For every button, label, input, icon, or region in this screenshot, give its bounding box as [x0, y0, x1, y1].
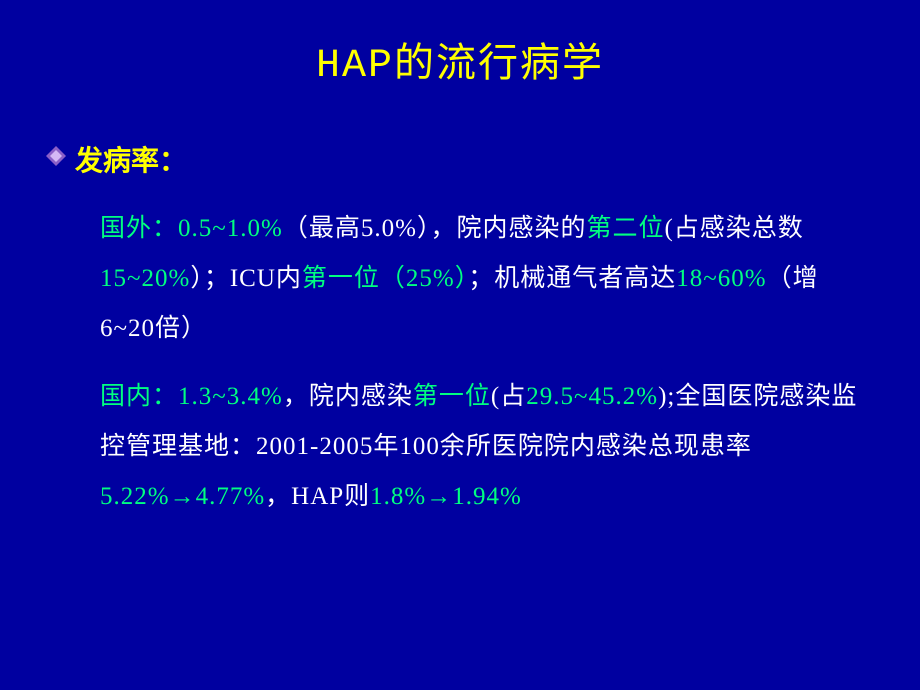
bullet-row: 发病率：	[50, 139, 870, 179]
text-segment: 18~60%	[676, 265, 766, 292]
text-segment: (占感染总数	[664, 215, 803, 242]
text-segment: 第二位	[586, 215, 664, 242]
text-segment: (占	[491, 383, 526, 410]
text-segment: 5.22%→4.77%	[100, 483, 265, 510]
slide-container: HAP的流行病学 发病率： 国外：0.5~1.0%（最高5.0%），院内感染的第…	[0, 0, 920, 690]
slide-title: HAP的流行病学	[50, 30, 870, 89]
paragraph-abroad: 国外：0.5~1.0%（最高5.0%），院内感染的第二位(占感染总数 15~20%…	[100, 204, 870, 354]
text-segment: 国内：	[100, 383, 178, 410]
paragraph-domestic: 国内：1.3~3.4%，院内感染第一位(占29.5~45.2%);全国医院感染监…	[100, 372, 870, 522]
text-segment: ）；ICU内	[190, 265, 302, 292]
text-segment: 1.8%→1.94%	[370, 483, 522, 510]
text-segment: 29.5~45.2%	[526, 383, 658, 410]
text-segment: 国外：	[100, 215, 178, 242]
text-segment: 第一位（25%）	[302, 265, 468, 292]
text-segment: 1.3~3.4%	[178, 383, 283, 410]
text-segment: ，院内感染	[283, 383, 413, 410]
diamond-bullet-icon	[45, 145, 67, 173]
text-segment: （最高5.0%），院内感染的	[283, 215, 587, 242]
text-segment: ；机械通气者高达	[468, 265, 676, 292]
text-segment: 15~20%	[100, 265, 190, 292]
text-segment: ，HAP则	[265, 483, 370, 510]
bullet-label: 发病率：	[75, 139, 187, 179]
text-segment: 第一位	[413, 383, 491, 410]
text-segment: 0.5~1.0%	[178, 215, 283, 242]
